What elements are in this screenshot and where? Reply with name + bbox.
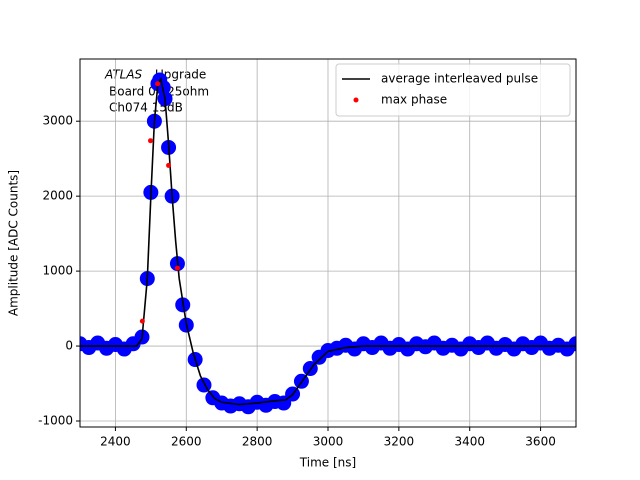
annotation-line: Ch074 15dB: [109, 101, 183, 115]
max-phase-point: [155, 81, 161, 87]
x-tick-label: 3400: [454, 435, 485, 449]
y-axis-label: Amplitude [ADC Counts]: [7, 170, 21, 316]
legend-box: [335, 63, 571, 117]
axes-frame: [79, 58, 577, 428]
legend-label: max phase: [381, 93, 447, 107]
annotation-italic: ATLAS: [104, 68, 143, 82]
legend: average interleaved pulse max phase: [335, 63, 571, 117]
max-phase-point: [148, 138, 154, 144]
annotation-line: Upgrade: [155, 68, 206, 82]
max-phase-point: [139, 318, 145, 324]
y-tick-label: 0: [65, 339, 73, 353]
max-phase-point: [166, 162, 172, 168]
x-tick-label: 3200: [384, 435, 415, 449]
y-tick-label: 3000: [42, 114, 73, 128]
x-tick-label: 3000: [313, 435, 344, 449]
y-tick-label: 2000: [42, 189, 73, 203]
pulse-line: [80, 77, 576, 406]
x-tick-label: 2400: [100, 435, 131, 449]
max-phase-point: [174, 265, 180, 271]
legend-label: average interleaved pulse: [381, 72, 538, 86]
x-tick-label: 2600: [171, 435, 202, 449]
x-axis-label: Time [ns]: [299, 456, 356, 470]
y-tick-label: -1000: [38, 414, 73, 428]
x-tick-label: 2800: [242, 435, 273, 449]
legend-swatch: [353, 97, 359, 103]
plot-area: [80, 59, 576, 427]
data-marks: [80, 72, 576, 415]
y-tick-label: 1000: [42, 264, 73, 278]
x-tick-label: 3600: [525, 435, 556, 449]
